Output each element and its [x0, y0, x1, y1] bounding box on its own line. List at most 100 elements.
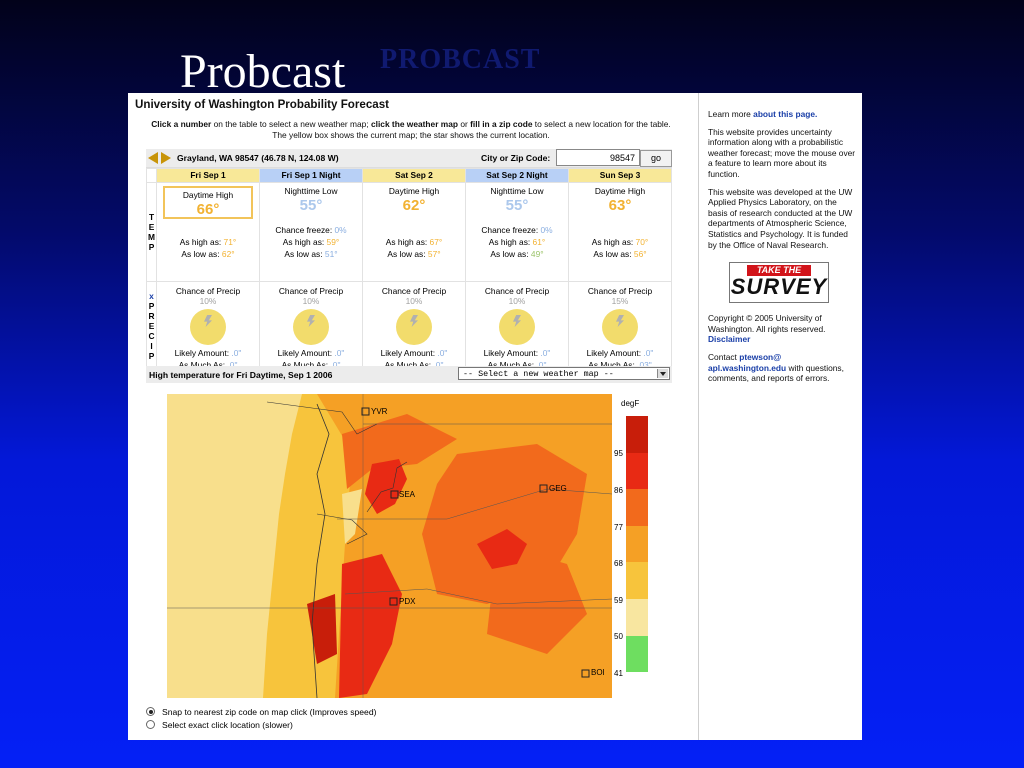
temp-cell-fri-night[interactable]: Nighttime Low 55° Chance freeze: 0% As h… — [259, 182, 363, 282]
high-value[interactable]: 61° — [532, 237, 546, 247]
high-value[interactable]: 67° — [429, 237, 443, 247]
map-bar: High temperature for Fri Daytime, Sep 1 … — [146, 366, 672, 383]
temp-label: Nighttime Low — [490, 186, 544, 196]
low-value[interactable]: 49° — [530, 249, 544, 259]
precip-label: Chance of Precip — [175, 286, 241, 296]
exact-radio[interactable] — [146, 720, 155, 729]
forecast-table: Fri Sep 1 Fri Sep 1 Night Sat Sep 2 Sat … — [146, 168, 672, 371]
precip-value[interactable]: 10% — [405, 296, 423, 306]
temp-cell-sat-night[interactable]: Nighttime Low 55° Chance freeze: 0% As h… — [465, 182, 569, 282]
legend-tick: 95 — [614, 449, 623, 458]
lightning-icon — [307, 315, 315, 327]
temp-value[interactable]: 63° — [608, 197, 632, 214]
weather-map-select[interactable]: -- Select a new weather map -- — [458, 367, 670, 380]
temp-label: Daytime High — [388, 186, 440, 196]
precip-value[interactable]: 10% — [199, 296, 217, 306]
city-marker-yvr[interactable] — [361, 407, 370, 416]
high-value[interactable]: 59° — [326, 237, 340, 247]
high-value[interactable]: 70° — [635, 237, 649, 247]
city-marker-geg[interactable] — [539, 484, 548, 493]
temp-cell-fri[interactable]: Daytime High 66° As high as: 71° As low … — [156, 182, 260, 282]
freeze-value[interactable]: 0% — [334, 225, 347, 235]
about-link[interactable]: about this page. — [753, 109, 818, 119]
city-marker-sea[interactable] — [390, 490, 399, 499]
high-value[interactable]: 71° — [223, 237, 237, 247]
freeze-line: Chance freeze: 0% — [275, 225, 347, 235]
copyright: Copyright © 2005 University of Washingto… — [708, 313, 826, 345]
low-value[interactable]: 56° — [633, 249, 647, 259]
precip-pie — [499, 309, 535, 345]
day-header: Fri Sep 1 — [156, 168, 260, 183]
exact-option[interactable]: Select exact click location (slower) — [146, 718, 376, 731]
selected-map-box: Daytime High 66° — [163, 186, 253, 219]
day-header: Sat Sep 2 — [362, 168, 466, 183]
slide-ghost-title: PROBCAST — [380, 44, 541, 75]
zip-input[interactable] — [556, 149, 640, 166]
precip-cell[interactable]: Chance of Precip 10% Likely Amount: .0" … — [362, 281, 466, 371]
instr-t3: to select a new location for the table. … — [272, 119, 671, 140]
low-value[interactable]: 57° — [427, 249, 441, 259]
survey-button[interactable]: TAKE THE SURVEY — [729, 262, 829, 304]
low-value[interactable]: 51° — [324, 249, 338, 259]
legend-tick: 50 — [614, 632, 623, 641]
temp-value[interactable]: 55° — [299, 197, 323, 214]
legend-swatch — [626, 635, 648, 673]
exact-label: Select exact click location (slower) — [162, 719, 293, 730]
go-button[interactable]: go — [640, 150, 672, 167]
precip-value[interactable]: 10% — [302, 296, 320, 306]
weather-map[interactable]: YVR SEA GEG PDX BOI — [167, 394, 612, 698]
legend-tick: 77 — [614, 523, 623, 532]
day-header: Sat Sep 2 Night — [465, 168, 569, 183]
much-line: As Much As: .03" — [588, 360, 652, 370]
low-value[interactable]: 62° — [221, 249, 235, 259]
precip-pie — [190, 309, 226, 345]
snap-radio[interactable] — [146, 707, 155, 716]
city-marker-pdx[interactable] — [389, 597, 398, 606]
next-arrow-icon[interactable] — [161, 152, 171, 164]
high-line: As high as: 71° — [179, 237, 237, 247]
likely-line: Likely Amount: .0" — [483, 348, 551, 358]
precip-cell[interactable]: Chance of Precip 10% Likely Amount: .0" … — [259, 281, 363, 371]
learn-more: Learn more about this page. — [708, 109, 818, 119]
click-mode-options: Snap to nearest zip code on map click (I… — [146, 705, 376, 731]
low-line: As low as: 49° — [490, 249, 544, 259]
freeze-value[interactable]: 0% — [540, 225, 553, 235]
precip-value[interactable]: 10% — [508, 296, 526, 306]
temp-cell-sat[interactable]: Daytime High 62° As high as: 67° As low … — [362, 182, 466, 282]
likely-line: Likely Amount: .0" — [586, 348, 654, 358]
temp-cell-sun[interactable]: Daytime High 63° As high as: 70° As low … — [568, 182, 672, 282]
precip-cell[interactable]: Chance of Precip 15% Likely Amount: .0" … — [568, 281, 672, 371]
precip-pie — [602, 309, 638, 345]
forecast-main: University of Washington Probability For… — [128, 93, 698, 740]
high-line: As high as: 70° — [591, 237, 649, 247]
precip-pie — [293, 309, 329, 345]
chevron-down-icon[interactable] — [657, 369, 668, 378]
day-header: Fri Sep 1 Night — [259, 168, 363, 183]
freeze-line: Chance freeze: 0% — [481, 225, 553, 235]
contact-email-link[interactable]: ptewson@ apl.washington.edu — [708, 351, 787, 373]
high-line: As high as: 67° — [385, 237, 443, 247]
legend-ticks: 95 86 77 68 59 50 41 — [614, 416, 626, 678]
disclaimer-link[interactable]: Disclaimer — [708, 334, 751, 345]
high-line: As high as: 61° — [488, 237, 546, 247]
temp-value[interactable]: 66° — [196, 201, 220, 218]
temp-value[interactable]: 55° — [505, 197, 529, 214]
legend-swatch — [626, 562, 648, 599]
instr-t1: on the table to select a new weather map… — [211, 119, 371, 129]
legend-swatch — [626, 598, 648, 636]
precip-cell[interactable]: Chance of Precip 10% Likely Amount: .0" … — [156, 281, 260, 371]
city-marker-boi[interactable] — [581, 669, 590, 678]
browser-screenshot: University of Washington Probability For… — [128, 93, 862, 740]
likely-line: Likely Amount: .0" — [380, 348, 448, 358]
temp-value[interactable]: 62° — [402, 197, 426, 214]
precip-value[interactable]: 15% — [611, 296, 629, 306]
precip-pie — [396, 309, 432, 345]
precip-cell[interactable]: Chance of Precip 10% Likely Amount: .0" … — [465, 281, 569, 371]
legend-swatch — [626, 489, 648, 526]
city-label-geg: GEG — [549, 484, 567, 493]
low-line: As low as: 51° — [284, 249, 338, 259]
prev-arrow-icon[interactable] — [148, 152, 158, 164]
snap-option[interactable]: Snap to nearest zip code on map click (I… — [146, 705, 376, 718]
legend-tick: 86 — [614, 486, 623, 495]
